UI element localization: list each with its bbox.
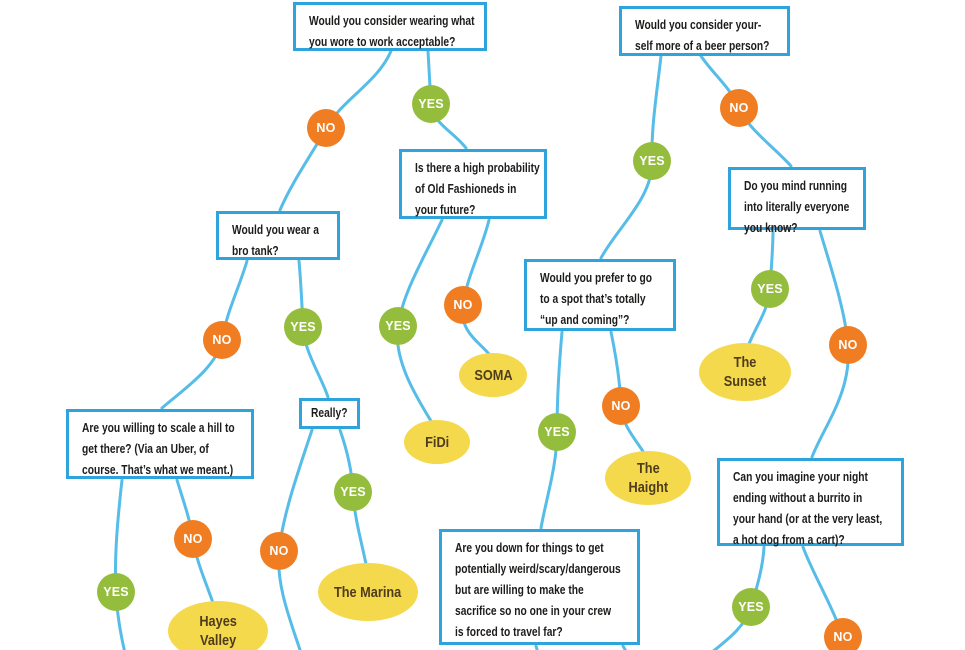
question-box-weird-scary: Are you down for things to get potential… (439, 529, 640, 645)
question-box-run-into-everyone: Do you mind running into literally every… (728, 167, 866, 235)
question-box-really: Really? (299, 398, 360, 429)
question-box-beer-person: Would you consider your- self more of a … (619, 6, 790, 56)
question-text: Would you prefer to go to a spot that’s … (540, 271, 652, 327)
question-box-bro-tank: Would you wear a bro tank? (216, 211, 340, 260)
answer-circle-really-no: NO (260, 532, 298, 570)
destination-label: FiDi (424, 433, 450, 451)
answer-circle-work-outfit-yes: YES (412, 85, 450, 123)
question-text: Would you wear a bro tank? (232, 223, 319, 258)
answer-circle-up-and-coming-yes: YES (538, 413, 576, 451)
question-text: Really? (311, 406, 348, 420)
question-text: Would you consider your- self more of a … (635, 18, 770, 53)
edge-weird-scary-right (621, 644, 628, 650)
answer-circle-bro-tank-no: NO (203, 321, 241, 359)
question-box-scale-hill: Are you willing to scale a hill to get t… (66, 409, 254, 479)
answer-circle-run-into-everyone-yes: YES (751, 270, 789, 308)
destination-label: The Sunset (723, 354, 767, 390)
answer-circle-bro-tank-yes: YES (284, 308, 322, 346)
answer-circle-really-yes: YES (334, 473, 372, 511)
question-box-up-and-coming: Would you prefer to go to a spot that’s … (524, 259, 676, 331)
answer-circle-burrito-yes: YES (732, 588, 770, 626)
answer-circle-old-fashioneds-no: NO (444, 286, 482, 324)
answer-circle-run-into-everyone-no: NO (829, 326, 867, 364)
question-text: Do you mind running into literally every… (744, 179, 850, 235)
destination-fidi: FiDi (404, 420, 470, 464)
answer-circle-old-fashioneds-yes: YES (379, 307, 417, 345)
question-text: Is there a high probability of Old Fashi… (415, 161, 540, 217)
answer-circle-burrito-no: NO (824, 618, 862, 650)
destination-the-sunset: The Sunset (699, 343, 791, 401)
question-box-burrito: Can you imagine your night ending withou… (717, 458, 904, 547)
answer-circle-up-and-coming-no: NO (602, 387, 640, 425)
destination-label: SOMA (473, 366, 513, 384)
question-box-work-outfit: Would you consider wearing what you wore… (293, 2, 487, 51)
edge-scale-hill-yes (113, 478, 126, 650)
destination-label: The Haight (628, 460, 668, 496)
destination-the-marina: The Marina (318, 563, 418, 621)
question-text: Are you down for things to get potential… (455, 541, 621, 639)
answer-circle-scale-hill-yes: YES (97, 573, 135, 611)
answer-circle-beer-person-no: NO (720, 89, 758, 127)
question-text: Can you imagine your night ending withou… (733, 470, 883, 547)
destination-soma: SOMA (459, 353, 527, 397)
destination-the-haight: The Haight (605, 451, 691, 505)
destination-hayes-valley: Hayes Valley (168, 601, 268, 650)
edge-weird-scary-left (534, 644, 539, 650)
answer-circle-scale-hill-no: NO (174, 520, 212, 558)
answer-circle-beer-person-yes: YES (633, 142, 671, 180)
question-text: Are you willing to scale a hill to get t… (82, 421, 235, 477)
question-text: Would you consider wearing what you wore… (309, 14, 475, 49)
destination-label: Hayes Valley (199, 613, 237, 649)
answer-circle-work-outfit-no: NO (307, 109, 345, 147)
question-box-old-fashioneds: Is there a high probability of Old Fashi… (399, 149, 547, 219)
destination-label: The Marina (334, 583, 402, 601)
